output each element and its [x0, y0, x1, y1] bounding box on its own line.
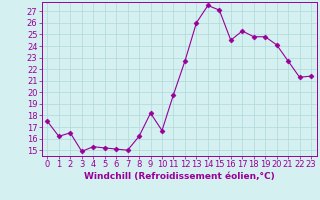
X-axis label: Windchill (Refroidissement éolien,°C): Windchill (Refroidissement éolien,°C): [84, 172, 275, 181]
